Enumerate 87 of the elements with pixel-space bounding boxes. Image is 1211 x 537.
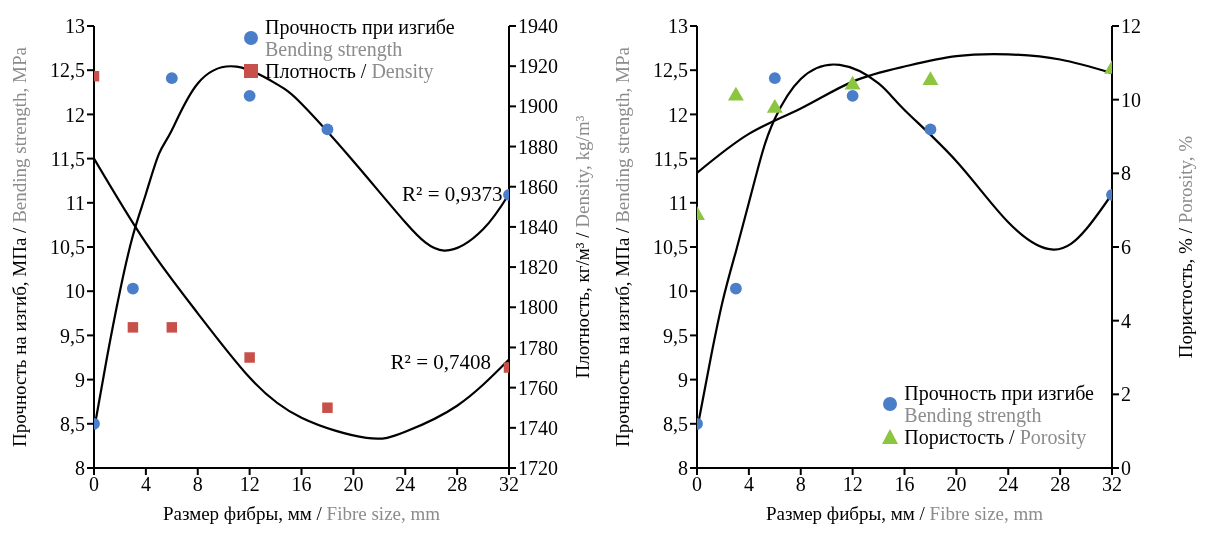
y-tick-label: 9 (75, 368, 85, 391)
x-tick-label: 0 (692, 473, 702, 496)
legend-label: Прочность при изгибе Bending strength (265, 16, 455, 60)
x-tick-label: 12 (239, 473, 260, 496)
y-tick-label: 8 (678, 457, 688, 480)
y2-tick-label: 0 (1121, 457, 1131, 480)
x-tick-label: 4 (743, 473, 754, 496)
x-axis-title: Размер фибры, мм / Fibre size, mm (765, 503, 1044, 524)
x-tick-label: 16 (291, 473, 312, 496)
x-tick-label: 0 (89, 473, 99, 496)
y2-tick-label: 1780 (518, 336, 558, 359)
point (166, 322, 178, 333)
legend-label: Плотность / Density (265, 60, 434, 82)
y2-tick-label: 6 (1121, 236, 1131, 259)
y2-tick-label: 10 (1121, 88, 1141, 111)
point (243, 89, 256, 102)
y2-tick-label: 12 (1121, 15, 1141, 38)
y2-tick-label: 1900 (518, 95, 558, 118)
x-tick-label: 28 (1050, 473, 1071, 496)
x-tick-label: 28 (447, 473, 468, 496)
y-tick-label: 9,5 (60, 324, 85, 347)
y2-tick-label: 1720 (518, 457, 558, 480)
y-tick-label: 11 (65, 191, 85, 214)
y-tick-label: 11,5 (50, 147, 85, 170)
point (244, 352, 255, 363)
y2-tick-label: 1760 (518, 376, 558, 399)
y2-tick-label: 1820 (518, 256, 558, 279)
x-tick-label: 8 (795, 473, 806, 496)
y2-tick-label: 1840 (518, 216, 558, 239)
x-tick-label: 4 (140, 473, 151, 496)
x-tick-label: 20 (343, 473, 364, 496)
y-tick-label: 11 (668, 191, 688, 214)
point (766, 98, 783, 113)
x-tick-label: 20 (946, 473, 967, 496)
legend-label: Прочность при изгибе Bending strength (904, 382, 1094, 426)
y2-axis-title: Плотность, кг/м³ / Density, kg/m³ (572, 115, 593, 379)
y-tick-label: 12 (65, 103, 85, 126)
x-tick-label: 32 (1102, 473, 1122, 496)
y-tick-label: 10 (65, 280, 85, 303)
y2-tick-label: 1800 (518, 296, 558, 319)
annotation: R² = 0,9373 (402, 181, 503, 206)
y-tick-label: 9,5 (663, 324, 688, 347)
y-tick-label: 12,5 (50, 59, 85, 82)
x-tick-label: 24 (998, 473, 1019, 496)
y-axis-title: Прочность на изгиб, МПа / Bending strength, MPa (612, 46, 633, 447)
point (768, 72, 781, 85)
y2-axis-title: Пористость, % / Porosity, % (1175, 135, 1196, 359)
y-tick-label: 11,5 (653, 147, 688, 170)
point (922, 71, 939, 86)
point (844, 75, 861, 90)
x-tick-label: 32 (499, 473, 519, 496)
point (846, 89, 859, 102)
x-tick-label: 24 (395, 473, 416, 496)
point (126, 282, 139, 295)
x-tick-label: 16 (894, 473, 915, 496)
y2-tick-label: 2 (1121, 383, 1131, 406)
legend-label: Пористость / Porosity (904, 426, 1087, 448)
y2-tick-label: 1920 (518, 55, 558, 78)
y-tick-label: 12,5 (653, 59, 688, 82)
y2-tick-label: 8 (1121, 162, 1131, 185)
y2-tick-label: 4 (1121, 309, 1131, 332)
point (127, 322, 139, 333)
y2-tick-label: 1940 (518, 15, 558, 38)
x-tick-label: 8 (192, 473, 203, 496)
y-tick-label: 10 (668, 280, 688, 303)
point (727, 86, 744, 101)
y2-tick-label: 1740 (518, 416, 558, 439)
y-tick-label: 13 (668, 15, 688, 38)
y-tick-label: 13 (65, 15, 85, 38)
y-axis-title: Прочность на изгиб, МПа / Bending strength, MPa (9, 46, 30, 447)
y-tick-label: 10,5 (653, 236, 688, 259)
y2-tick-label: 1860 (518, 175, 558, 198)
y-tick-label: 8,5 (60, 412, 85, 435)
y-tick-label: 12 (668, 103, 688, 126)
y-tick-label: 10,5 (50, 236, 85, 259)
y2-tick-label: 1880 (518, 135, 558, 158)
point (729, 282, 742, 295)
point (322, 402, 333, 413)
y-tick-label: 9 (678, 368, 688, 391)
x-tick-label: 12 (842, 473, 863, 496)
y-tick-label: 8 (75, 457, 85, 480)
x-axis-title: Размер фибры, мм / Fibre size, mm (162, 503, 441, 524)
point (165, 72, 178, 85)
point (924, 123, 937, 136)
annotation: R² = 0,7408 (390, 350, 491, 375)
point (321, 123, 334, 136)
y-tick-label: 8,5 (663, 412, 688, 435)
